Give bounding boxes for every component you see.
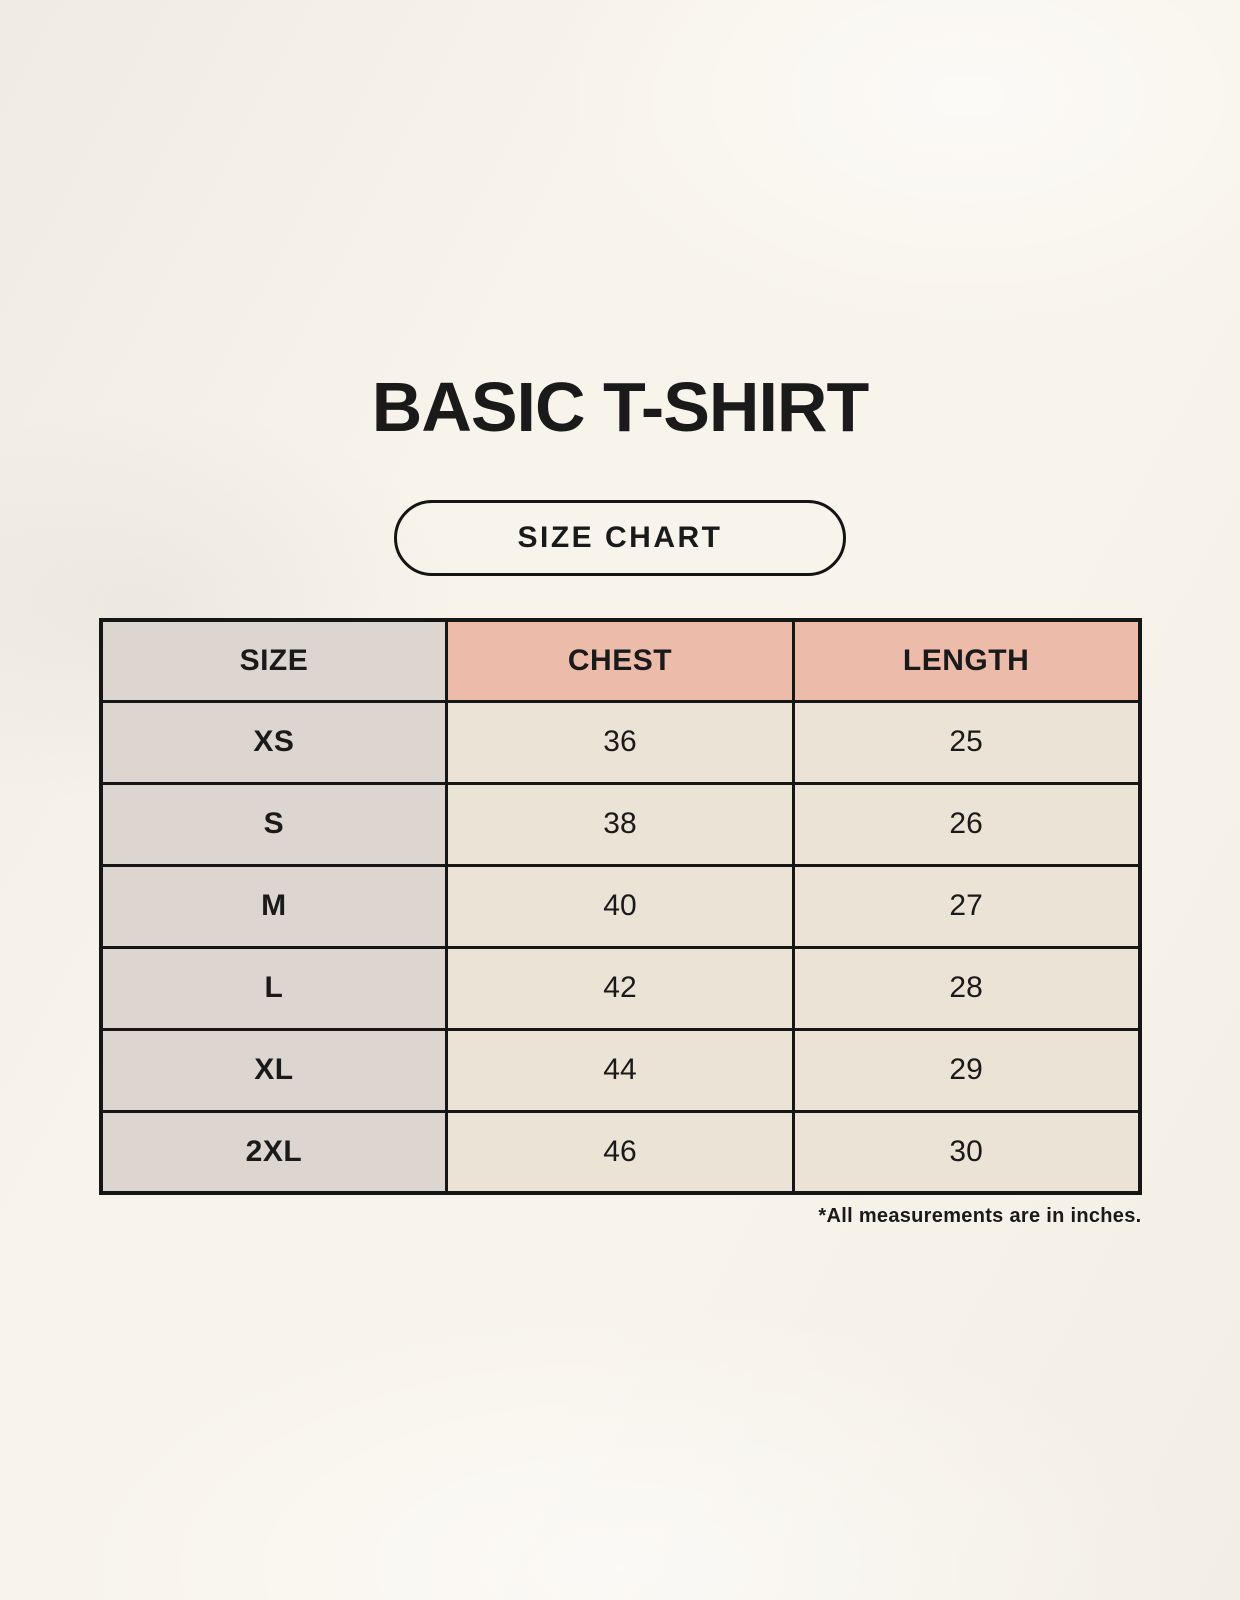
size-label: M (98, 863, 449, 949)
table-row-m: M 40 27 (98, 863, 1142, 949)
chest-value: 44 (445, 1027, 795, 1113)
table-body: XS 36 25 S 38 26 M 40 27 L 42 28 XL 44 (98, 699, 1142, 1195)
length-value: 30 (791, 1109, 1142, 1195)
table-row-l: L 42 28 (98, 945, 1142, 1031)
size-chart-table: SIZE CHEST LENGTH XS 36 25 S 38 26 M 40 … (98, 618, 1142, 1195)
table-row-2xl: 2XL 46 30 (98, 1109, 1142, 1195)
table-row-xl: XL 44 29 (98, 1027, 1142, 1113)
length-value: 28 (791, 945, 1142, 1031)
chest-value: 46 (445, 1109, 795, 1195)
size-label: XS (98, 699, 449, 785)
col-header-chest: CHEST (445, 618, 795, 703)
length-value: 26 (791, 781, 1142, 867)
size-chart-button-label: SIZE CHART (517, 521, 723, 554)
table-row-xs: XS 36 25 (98, 699, 1142, 785)
length-value: 25 (791, 699, 1142, 785)
chest-value: 36 (445, 699, 795, 785)
chest-value: 40 (445, 863, 795, 949)
size-label: S (98, 781, 449, 867)
length-value: 29 (791, 1027, 1142, 1113)
col-header-size: SIZE (98, 618, 449, 703)
length-value: 27 (791, 863, 1142, 949)
header-row: SIZE CHEST LENGTH (98, 618, 1142, 703)
table-header: SIZE CHEST LENGTH (98, 618, 1142, 703)
table-row-s: S 38 26 (98, 781, 1142, 867)
measurements-footnote: *All measurements are in inches. (818, 1205, 1142, 1227)
size-chart-button[interactable]: SIZE CHART (394, 500, 846, 576)
size-label: 2XL (98, 1109, 449, 1195)
chest-value: 38 (445, 781, 795, 867)
size-chart-page: BASIC T-SHIRT SIZE CHART SIZE CHEST LENG… (98, 368, 1142, 1227)
size-label: XL (98, 1027, 449, 1113)
page-title: BASIC T-SHIRT (371, 368, 869, 446)
chest-value: 42 (445, 945, 795, 1031)
col-header-length: LENGTH (791, 618, 1142, 703)
size-label: L (98, 945, 449, 1031)
